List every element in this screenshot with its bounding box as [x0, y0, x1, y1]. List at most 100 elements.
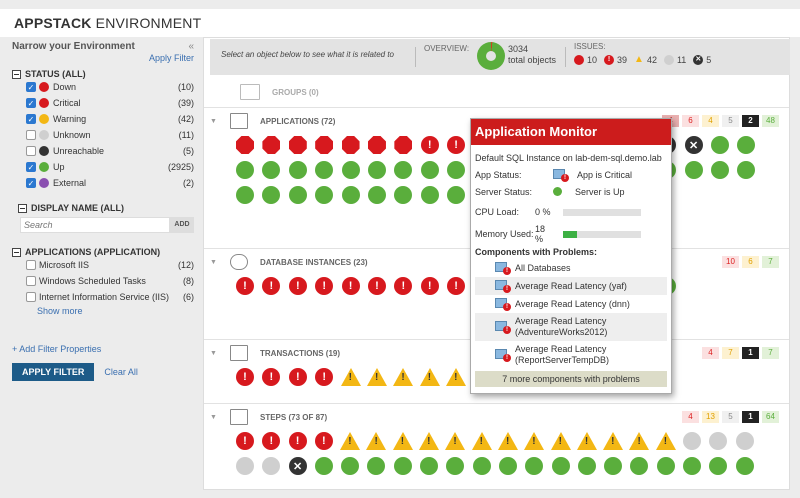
object-status-item[interactable]: ! — [260, 275, 282, 297]
object-status-item[interactable] — [287, 184, 309, 206]
object-status-item[interactable] — [734, 430, 756, 452]
status-section-toggle[interactable]: STATUS (ALL) — [12, 69, 194, 79]
expand-arrow-icon[interactable]: ▼ — [210, 258, 217, 266]
overview-donut-chart[interactable] — [477, 42, 505, 70]
expand-arrow-icon[interactable]: ▼ — [210, 117, 217, 125]
show-more-link[interactable]: Show more — [37, 306, 83, 316]
object-status-item[interactable] — [340, 159, 362, 181]
object-status-item[interactable] — [366, 366, 388, 388]
groups-row[interactable]: GROUPS (0) — [240, 78, 319, 106]
object-status-item[interactable]: ! — [234, 366, 256, 388]
object-status-item[interactable] — [523, 455, 545, 477]
checkbox[interactable] — [26, 146, 36, 156]
object-status-item[interactable] — [418, 455, 440, 477]
object-status-item[interactable]: ! — [287, 430, 309, 452]
object-status-item[interactable] — [602, 455, 624, 477]
object-status-item[interactable] — [497, 430, 519, 452]
object-status-item[interactable] — [735, 134, 757, 156]
object-status-item[interactable] — [628, 455, 650, 477]
status-filter-up[interactable]: ✓ Up (2925) — [26, 162, 194, 172]
object-status-item[interactable] — [628, 430, 650, 452]
component-item[interactable]: Average Read Latency (yaf) — [475, 277, 667, 295]
object-status-item[interactable] — [234, 184, 256, 206]
checkbox[interactable] — [26, 130, 36, 140]
object-status-item[interactable]: ✕ — [287, 455, 309, 477]
checkbox[interactable]: ✓ — [26, 162, 36, 172]
object-status-item[interactable] — [260, 455, 282, 477]
object-status-item[interactable] — [392, 430, 414, 452]
more-components-link[interactable]: 7 more components with problems — [475, 371, 667, 387]
object-status-item[interactable] — [340, 184, 362, 206]
object-status-item[interactable] — [287, 134, 309, 156]
object-status-item[interactable] — [339, 455, 361, 477]
component-item[interactable]: Average Read Latency (AdventureWorks2012… — [475, 313, 667, 341]
object-status-item[interactable]: ! — [260, 430, 282, 452]
object-status-item[interactable] — [707, 430, 729, 452]
object-status-item[interactable] — [681, 455, 703, 477]
object-status-item[interactable] — [707, 455, 729, 477]
object-status-item[interactable]: ! — [234, 275, 256, 297]
object-status-item[interactable] — [734, 455, 756, 477]
object-status-item[interactable]: ! — [260, 366, 282, 388]
component-item[interactable]: All Databases — [475, 259, 667, 277]
status-filter-unknown[interactable]: Unknown (11) — [12, 127, 194, 143]
object-status-item[interactable] — [655, 455, 677, 477]
object-status-item[interactable]: ! — [313, 430, 335, 452]
checkbox[interactable] — [26, 260, 36, 270]
component-item[interactable]: Average Read Latency (dnn) — [475, 295, 667, 313]
expand-arrow-icon[interactable]: ▼ — [210, 413, 217, 421]
object-status-item[interactable]: ! — [392, 275, 414, 297]
object-status-item[interactable] — [392, 366, 414, 388]
object-status-item[interactable] — [366, 184, 388, 206]
add-button[interactable]: ADD — [170, 217, 194, 233]
object-status-item[interactable] — [445, 366, 467, 388]
object-status-item[interactable] — [445, 159, 467, 181]
object-status-item[interactable] — [497, 455, 519, 477]
status-filter-critical[interactable]: ✓ Critical (39) — [26, 98, 194, 108]
object-status-item[interactable] — [365, 455, 387, 477]
object-status-item[interactable]: ! — [234, 430, 256, 452]
object-status-item[interactable] — [683, 159, 705, 181]
object-status-item[interactable] — [339, 430, 361, 452]
object-status-item[interactable] — [444, 455, 466, 477]
object-status-item[interactable] — [392, 134, 414, 156]
object-status-item[interactable] — [260, 159, 282, 181]
checkbox[interactable]: ✓ — [26, 98, 36, 108]
object-status-item[interactable] — [418, 430, 440, 452]
object-status-item[interactable] — [419, 184, 441, 206]
object-status-item[interactable]: ! — [313, 275, 335, 297]
checkbox[interactable]: ✓ — [26, 114, 36, 124]
object-status-item[interactable] — [366, 159, 388, 181]
object-status-item[interactable] — [471, 430, 493, 452]
object-status-item[interactable] — [260, 184, 282, 206]
add-filter-properties-link[interactable]: + Add Filter Properties — [12, 344, 102, 354]
object-status-item[interactable] — [576, 430, 598, 452]
object-status-item[interactable]: ! — [419, 134, 441, 156]
object-status-item[interactable] — [392, 184, 414, 206]
object-status-item[interactable]: ✕ — [683, 134, 705, 156]
object-status-item[interactable] — [340, 134, 362, 156]
object-status-item[interactable] — [471, 455, 493, 477]
object-status-item[interactable] — [234, 134, 256, 156]
object-status-item[interactable] — [709, 134, 731, 156]
apply-filter-link[interactable]: Apply Filter — [148, 53, 194, 63]
object-status-item[interactable] — [419, 366, 441, 388]
status-filter-down[interactable]: ✓ Down (10) — [26, 82, 194, 92]
application-filter-item[interactable]: Internet Information Service (IIS) (6) — [12, 289, 194, 305]
object-status-item[interactable]: ! — [445, 275, 467, 297]
object-status-item[interactable] — [576, 455, 598, 477]
application-filter-item[interactable]: Microsoft IIS (12) — [12, 257, 194, 273]
object-status-item[interactable] — [313, 455, 335, 477]
status-filter-warning[interactable]: ✓ Warning (42) — [26, 114, 194, 124]
component-item[interactable]: Average Read Latency (ReportServerTempDB… — [475, 341, 667, 369]
object-status-item[interactable] — [709, 159, 731, 181]
checkbox[interactable] — [26, 276, 36, 286]
checkbox[interactable]: ✓ — [26, 82, 36, 92]
applications-filter-toggle[interactable]: APPLICATIONS (APPLICATION) — [12, 247, 194, 257]
object-status-item[interactable] — [313, 184, 335, 206]
object-status-item[interactable]: ! — [445, 134, 467, 156]
object-status-item[interactable]: ! — [287, 366, 309, 388]
collapse-icon[interactable]: « — [188, 41, 194, 52]
object-status-item[interactable] — [392, 455, 414, 477]
object-status-item[interactable] — [234, 455, 256, 477]
